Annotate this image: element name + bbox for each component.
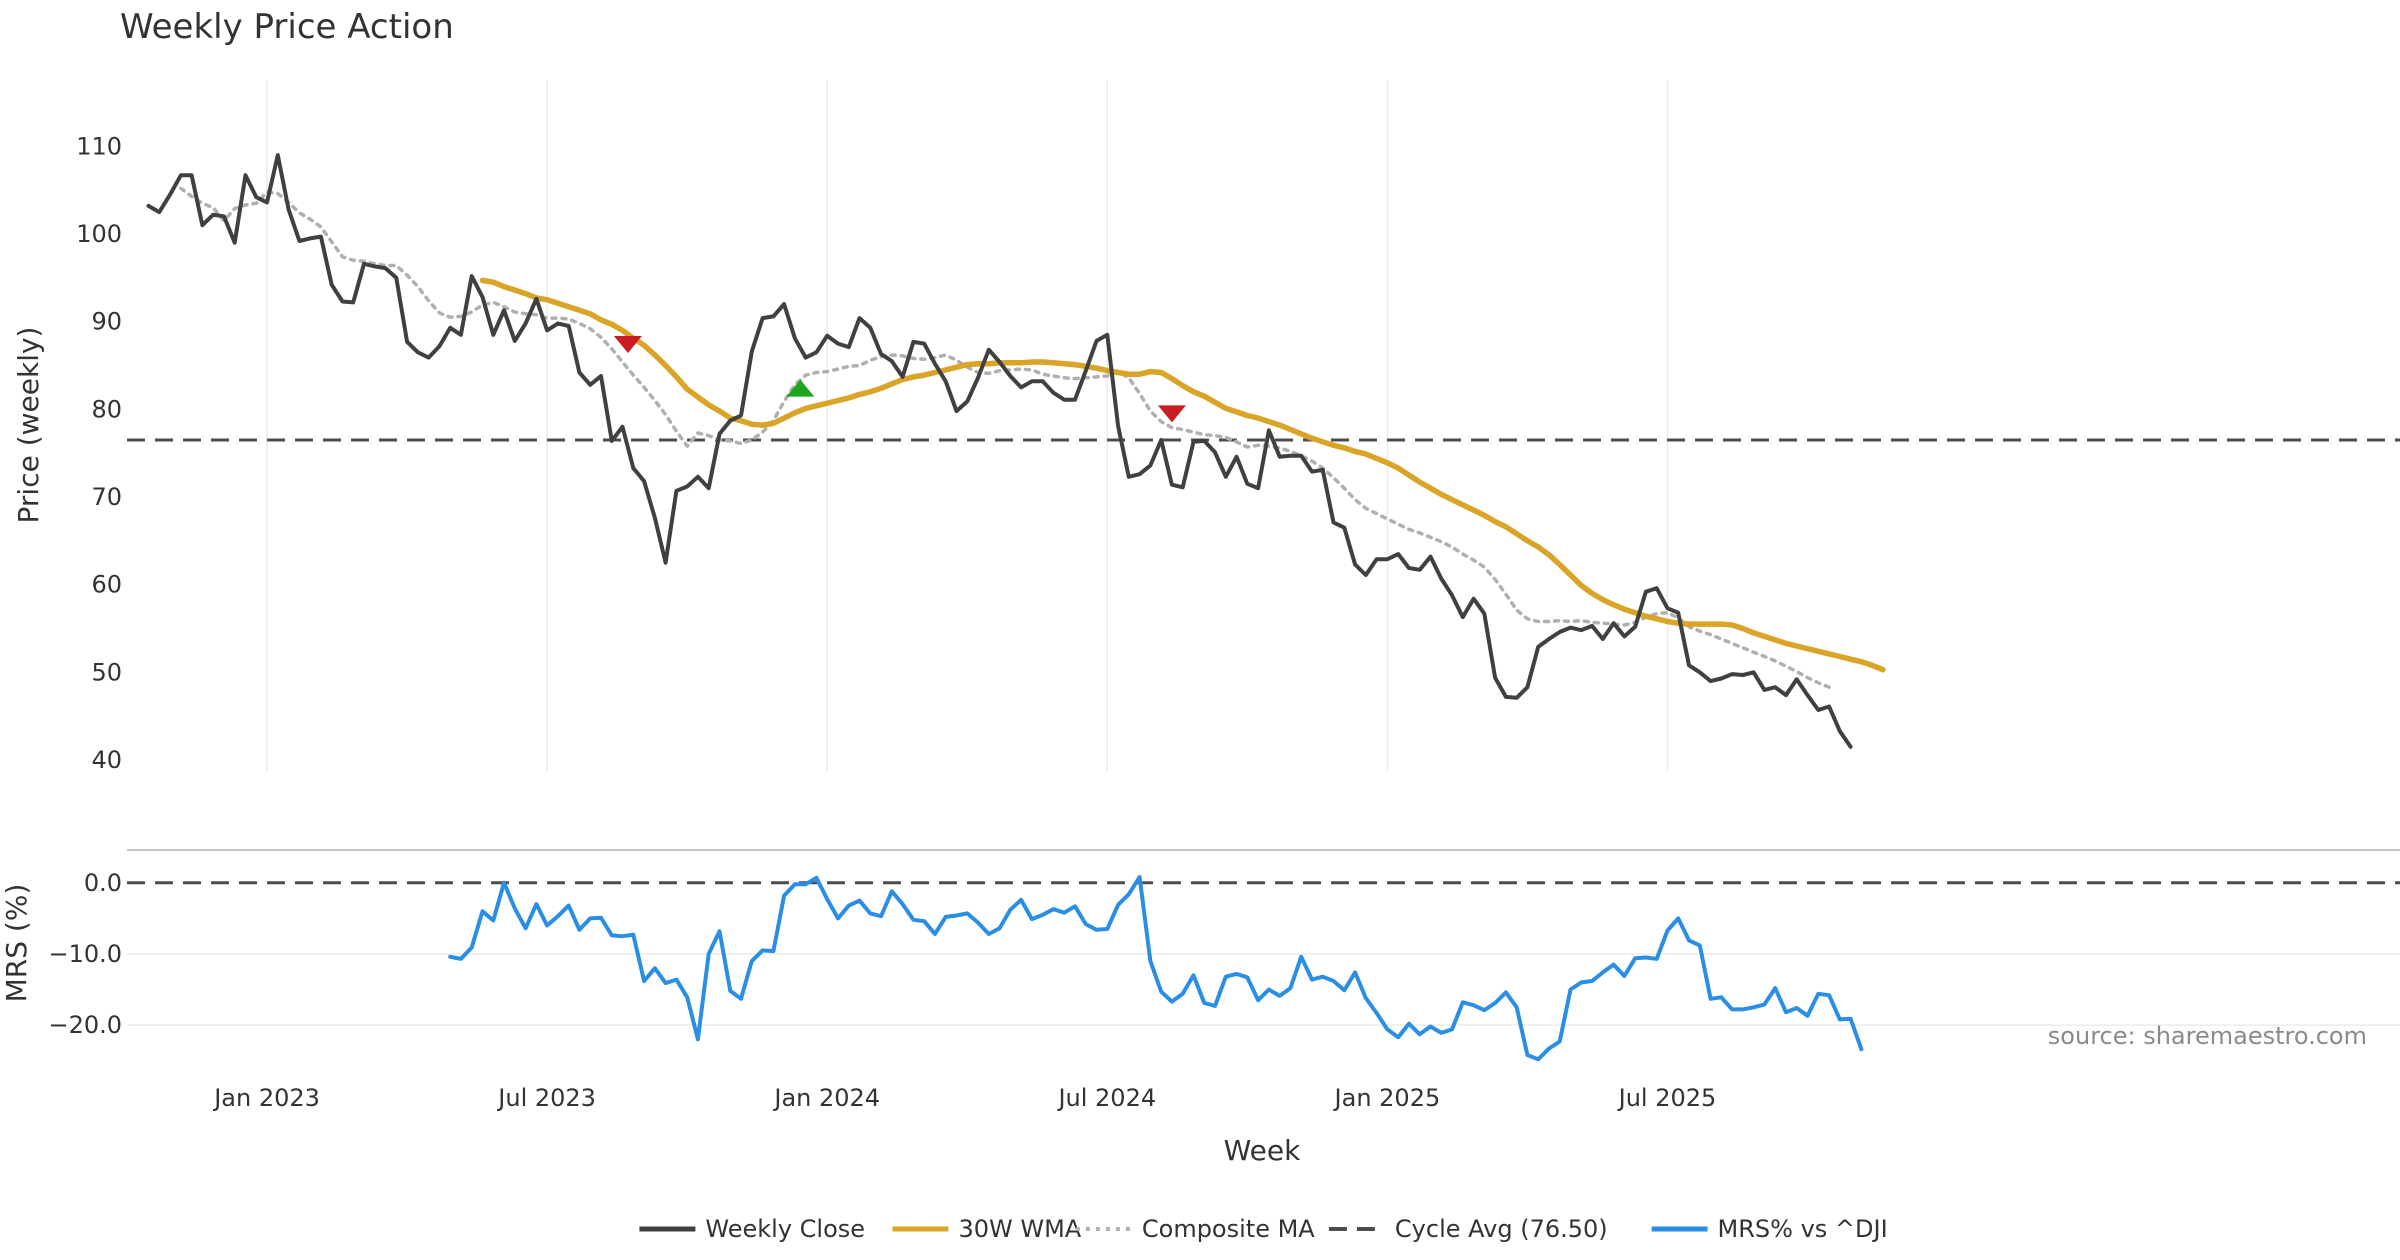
price-y-tick-label: 40: [91, 746, 122, 774]
mrs-y-tick-label: −10.0: [48, 940, 122, 968]
mrs-y-tick-label: −20.0: [48, 1011, 122, 1039]
price-y-tick-label: 100: [76, 220, 122, 248]
x-axis-label: Week: [1224, 1134, 1301, 1167]
x-tick-label: Jul 2023: [496, 1084, 596, 1112]
weekly-close-line: [146, 153, 1853, 749]
mrs-y-axis-label: MRS (%): [0, 884, 33, 1003]
x-tick-label: Jul 2024: [1056, 1084, 1156, 1112]
price-y-tick-label: 60: [91, 571, 122, 599]
legend-label: Cycle Avg (76.50): [1395, 1215, 1608, 1243]
buy-signal-marker: [786, 379, 815, 397]
sell-signal-marker: [1157, 405, 1186, 423]
price-y-tick-label: 90: [91, 308, 122, 336]
price-y-ticks: 40 50 60 70 80 90 100 110: [76, 132, 122, 774]
x-tick-label: Jan 2023: [212, 1084, 320, 1112]
sell-signal-marker: [613, 336, 642, 354]
legend-item: Weekly Close: [639, 1215, 865, 1243]
signal-markers: [613, 336, 1186, 423]
price-series-layer: [146, 153, 1886, 749]
legend-item: MRS% vs ^DJI: [1651, 1215, 1888, 1243]
legend-label: MRS% vs ^DJI: [1718, 1215, 1888, 1243]
legend-item: Composite MA: [1075, 1215, 1315, 1243]
30w-wma-line: [479, 277, 1886, 673]
price-y-tick-label: 50: [91, 658, 122, 686]
source-note: source: sharemaestro.com: [2048, 1022, 2367, 1050]
legend-item: 30W WMA: [892, 1215, 1082, 1243]
price-y-tick-label: 70: [91, 483, 122, 511]
price-y-tick-label: 80: [91, 395, 122, 423]
mrs-grid: [127, 953, 2400, 1026]
legend-label: Composite MA: [1142, 1215, 1315, 1243]
composite-ma-line: [179, 186, 1831, 689]
mrs-series-layer: [448, 875, 1864, 1062]
mrs-y-ticks: 0.0 −10.0 −20.0: [48, 869, 122, 1039]
mrs-line: [448, 875, 1864, 1062]
x-tick-label: Jan 2024: [772, 1084, 880, 1112]
x-tick-label: Jan 2025: [1333, 1084, 1441, 1112]
legend-label: Weekly Close: [705, 1215, 865, 1243]
legend-label: 30W WMA: [958, 1215, 1081, 1243]
mrs-y-tick-label: 0.0: [84, 869, 122, 897]
price-y-axis-label: Price (weekly): [12, 327, 45, 524]
x-ticks: Jan 2023 Jul 2023 Jan 2024 Jul 2024 Jan 2025…: [212, 1084, 1716, 1112]
legend-item: Cycle Avg (76.50): [1328, 1215, 1608, 1243]
price-grid: [266, 80, 1669, 772]
legend: Weekly Close 30W WMA Composite MA Cycle Avg…: [639, 1215, 1888, 1243]
x-tick-label: Jul 2025: [1617, 1084, 1717, 1112]
price-y-tick-label: 110: [76, 132, 122, 160]
chart-title: Weekly Price Action: [120, 7, 454, 47]
